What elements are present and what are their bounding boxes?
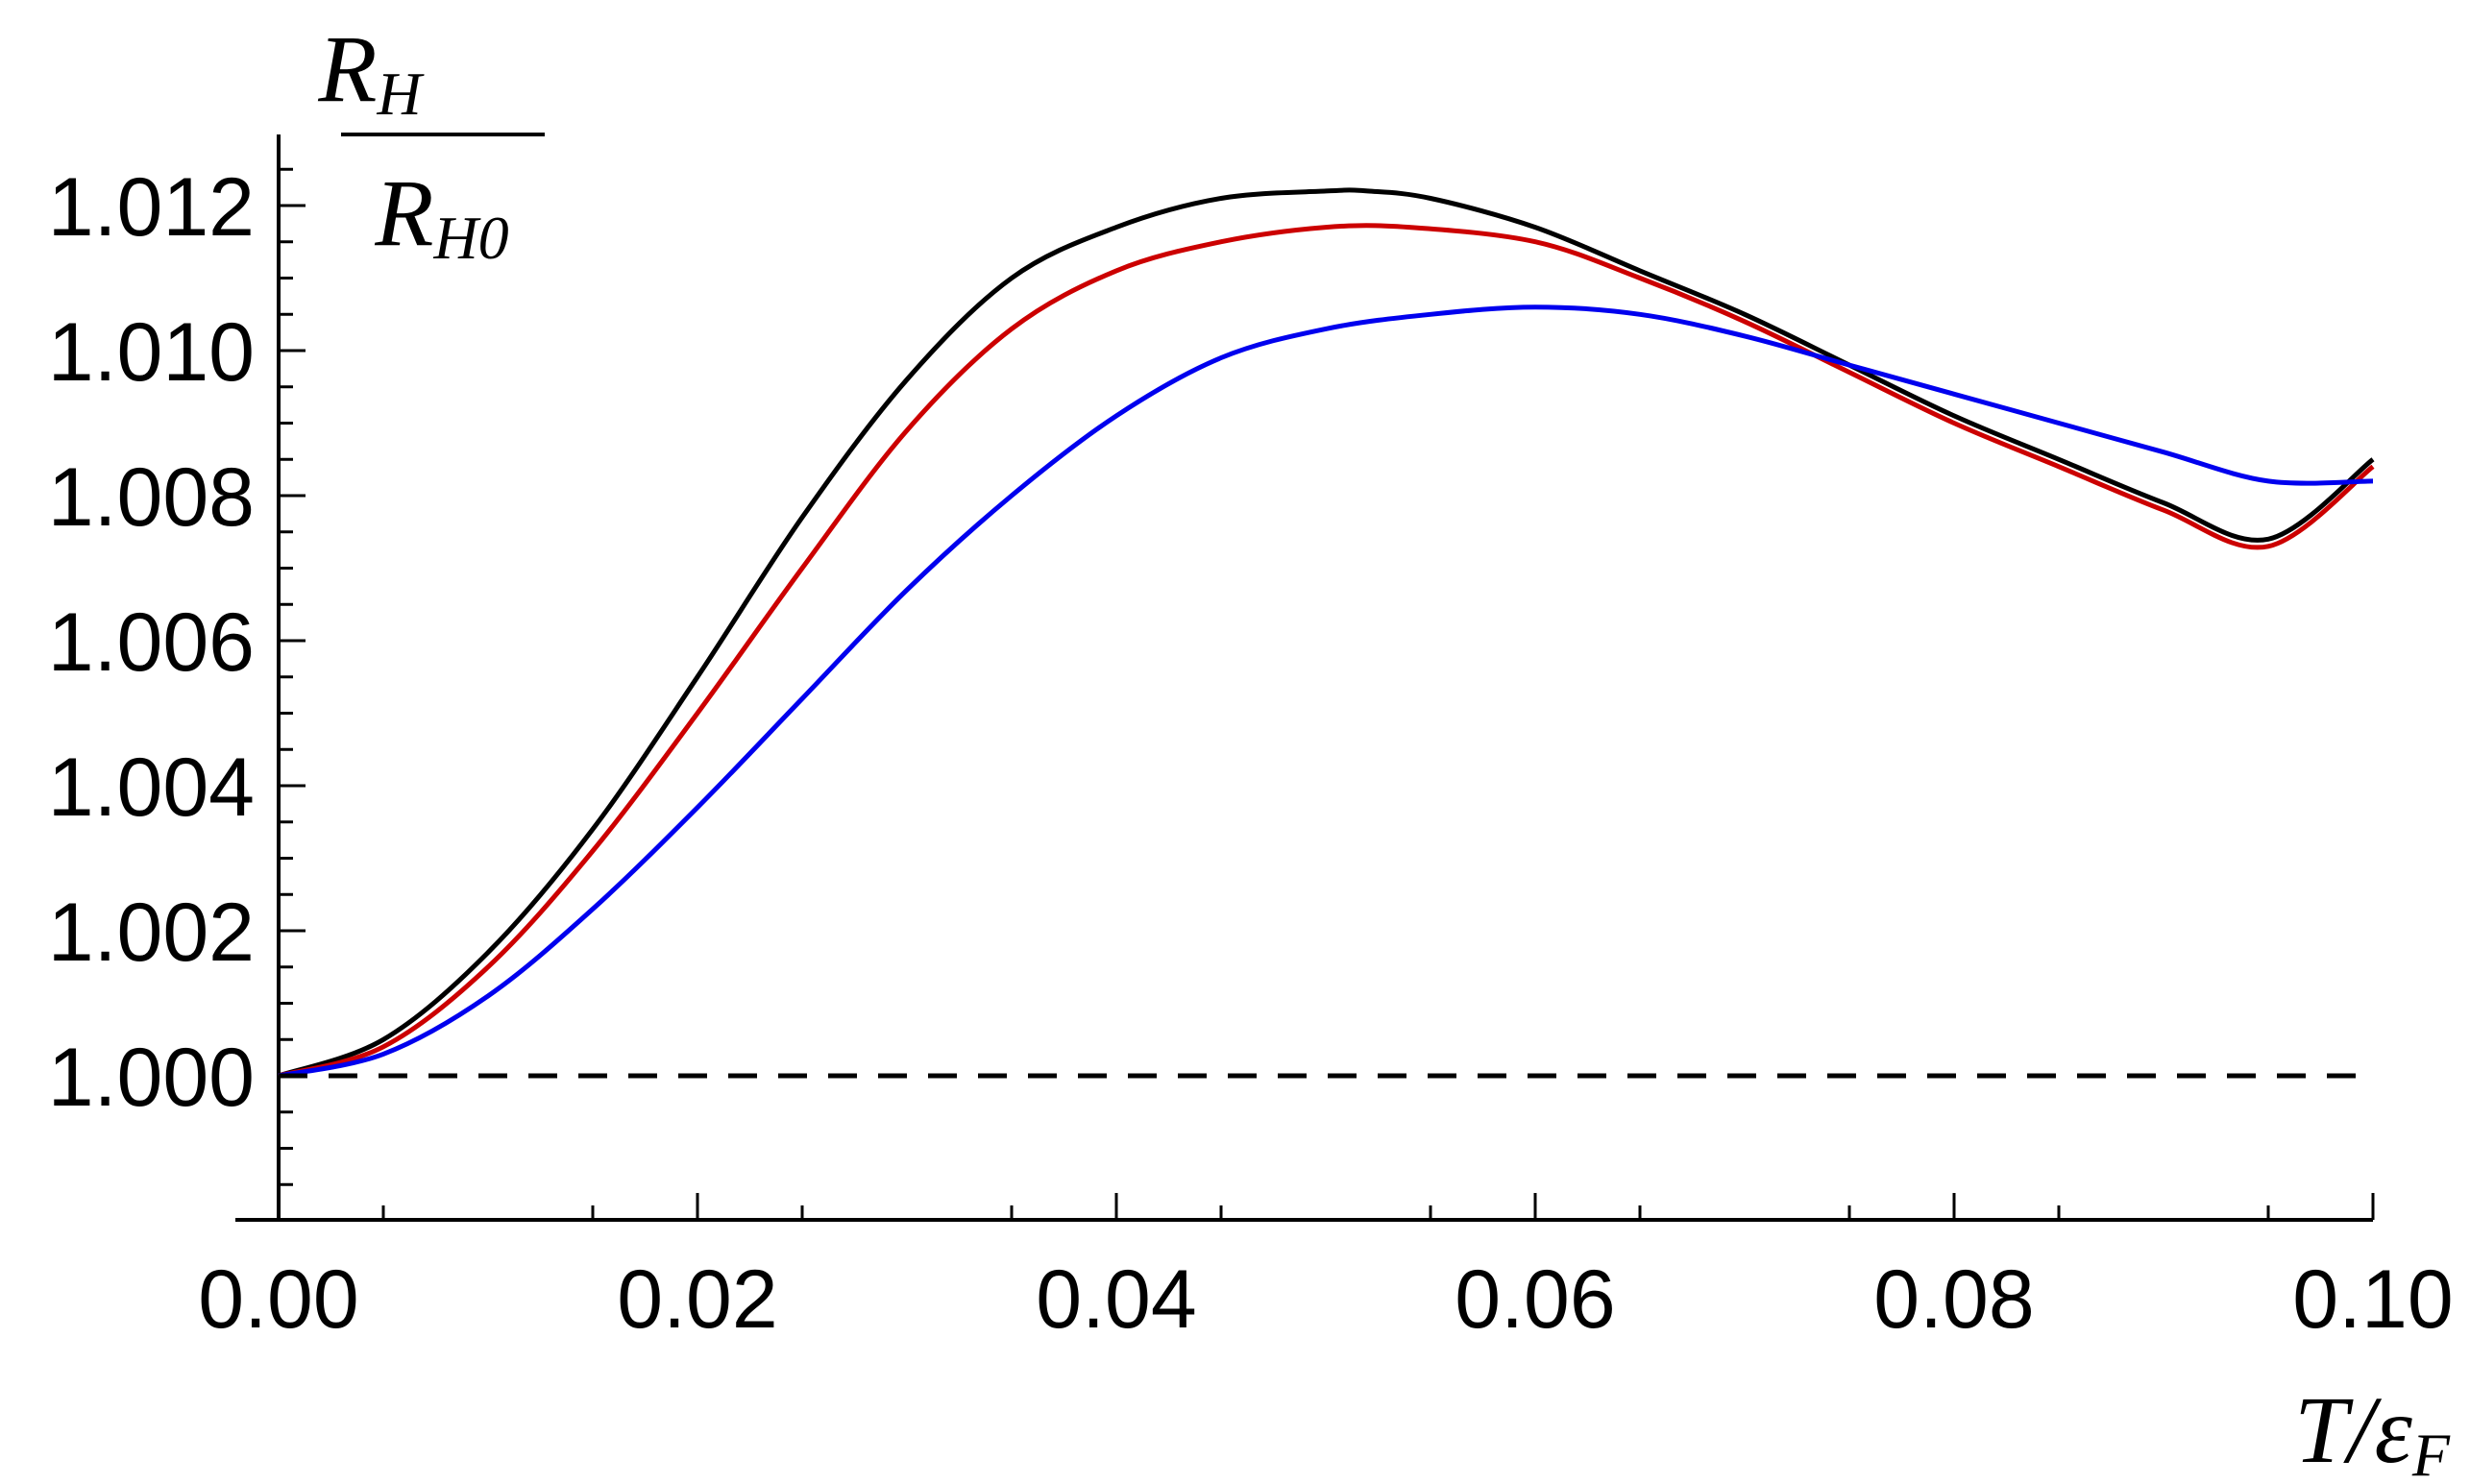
x-ticks: 0.00 0.02 0.04 0.06 0.08 0.10 [198, 1193, 2454, 1346]
series-line-1 [278, 223, 2375, 1079]
series-line-2 [278, 304, 2374, 1079]
x-axis-label: T/εF [2294, 1376, 2451, 1484]
y-tick-label: 1.006 [48, 596, 255, 689]
y-tick-label: 1.000 [48, 1032, 255, 1124]
x-tick-label: 0.08 [1873, 1253, 2034, 1346]
y-axis-label: RH RH0 [317, 15, 545, 272]
axes [235, 134, 2373, 1222]
x-tick-label: 0.06 [1455, 1253, 1615, 1346]
x-tick-label: 0.04 [1036, 1253, 1196, 1346]
y-tick-label: 1.008 [48, 451, 255, 544]
x-tick-label: 0.10 [2292, 1253, 2453, 1346]
y-label-denominator: RH0 [374, 159, 508, 272]
x-tick-label: 0.00 [198, 1253, 358, 1346]
series-line-0 [278, 187, 2375, 1079]
y-tick-label: 1.012 [48, 161, 255, 254]
series-group [278, 187, 2375, 1079]
y-tick-label: 1.002 [48, 887, 255, 979]
x-tick-label: 0.02 [617, 1253, 777, 1346]
y-label-numerator: RH [317, 15, 425, 128]
y-ticks: 1.000 1.002 1.004 1.006 1.008 1.010 1.012 [48, 161, 306, 1124]
y-tick-label: 1.004 [48, 742, 255, 834]
y-tick-label: 1.010 [48, 306, 255, 399]
minor-ticks [279, 167, 2270, 1220]
